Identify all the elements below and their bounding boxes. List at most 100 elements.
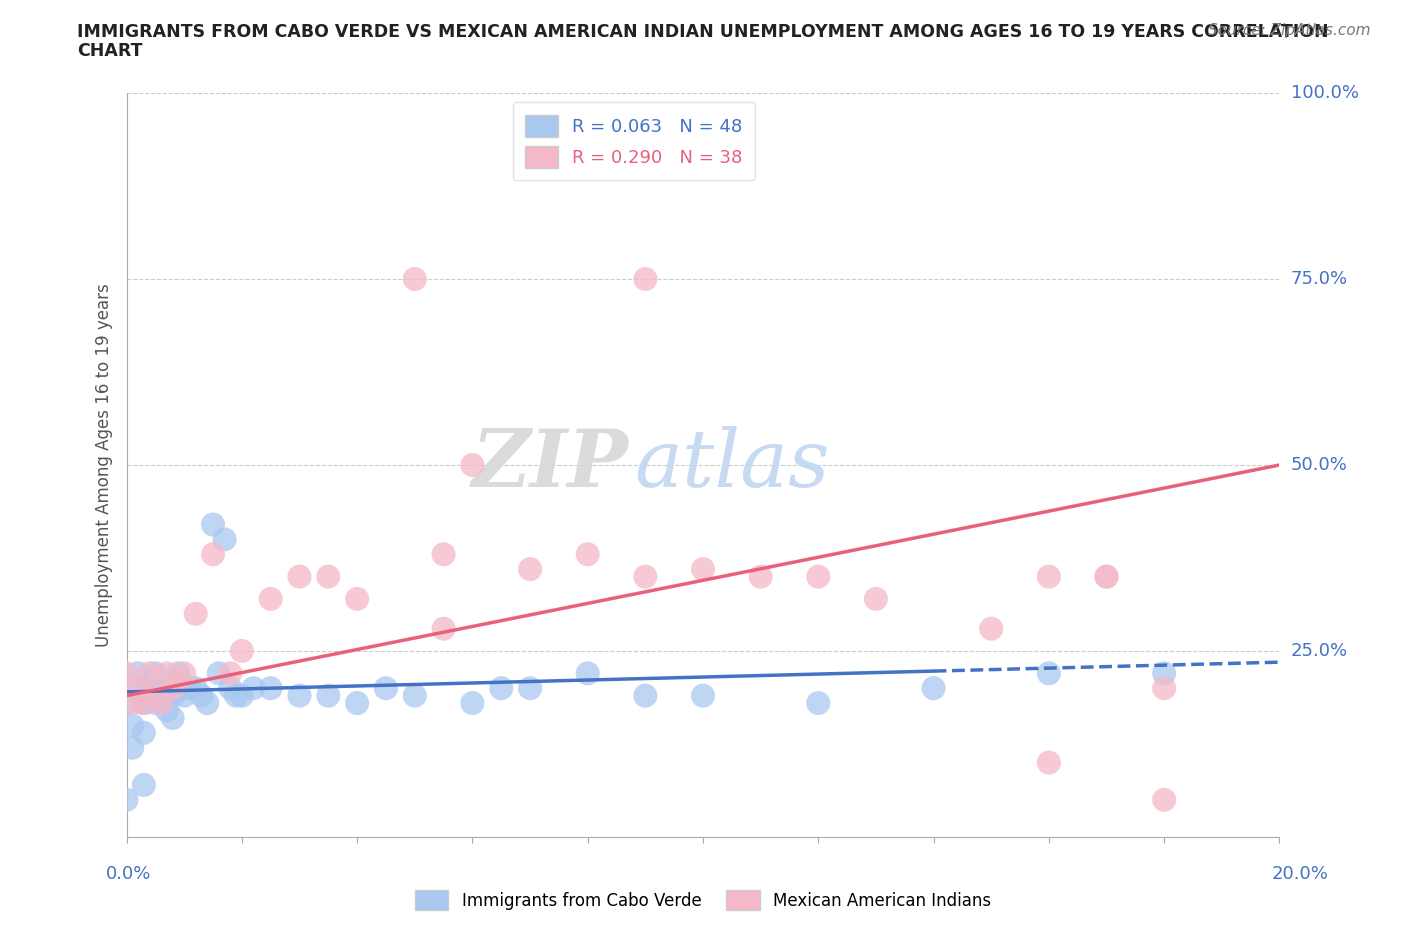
- Text: 20.0%: 20.0%: [1272, 865, 1329, 883]
- Legend: R = 0.063   N = 48, R = 0.290   N = 38: R = 0.063 N = 48, R = 0.290 N = 38: [513, 102, 755, 180]
- Text: IMMIGRANTS FROM CABO VERDE VS MEXICAN AMERICAN INDIAN UNEMPLOYMENT AMONG AGES 16: IMMIGRANTS FROM CABO VERDE VS MEXICAN AM…: [77, 23, 1329, 41]
- Point: [127, 681, 149, 696]
- Point: [346, 696, 368, 711]
- Point: [121, 696, 143, 711]
- Point: [692, 562, 714, 577]
- Point: [173, 666, 195, 681]
- Point: [1153, 666, 1175, 681]
- Point: [519, 681, 541, 696]
- Point: [127, 681, 149, 696]
- Point: [433, 547, 456, 562]
- Text: 100.0%: 100.0%: [1291, 84, 1358, 102]
- Point: [461, 458, 484, 472]
- Point: [121, 718, 143, 733]
- Point: [461, 696, 484, 711]
- Point: [576, 547, 599, 562]
- Text: Source: ZipAtlas.com: Source: ZipAtlas.com: [1208, 23, 1371, 38]
- Point: [115, 696, 138, 711]
- Text: ZIP: ZIP: [471, 426, 628, 504]
- Point: [519, 562, 541, 577]
- Point: [634, 569, 657, 584]
- Point: [634, 688, 657, 703]
- Text: 75.0%: 75.0%: [1291, 270, 1348, 288]
- Text: CHART: CHART: [77, 42, 143, 60]
- Point: [1153, 792, 1175, 807]
- Point: [167, 673, 190, 688]
- Point: [138, 666, 160, 681]
- Point: [156, 666, 179, 681]
- Point: [1038, 569, 1060, 584]
- Point: [173, 688, 195, 703]
- Point: [231, 644, 253, 658]
- Point: [346, 591, 368, 606]
- Point: [115, 666, 138, 681]
- Point: [1038, 755, 1060, 770]
- Text: 50.0%: 50.0%: [1291, 456, 1347, 474]
- Point: [980, 621, 1002, 636]
- Point: [259, 681, 281, 696]
- Point: [138, 688, 160, 703]
- Point: [190, 688, 212, 703]
- Point: [807, 696, 830, 711]
- Point: [404, 688, 426, 703]
- Point: [576, 666, 599, 681]
- Point: [121, 740, 143, 755]
- Point: [433, 621, 456, 636]
- Point: [922, 681, 945, 696]
- Point: [156, 703, 179, 718]
- Point: [259, 591, 281, 606]
- Point: [132, 696, 155, 711]
- Point: [167, 666, 190, 681]
- Point: [179, 681, 201, 696]
- Point: [145, 696, 166, 711]
- Point: [231, 688, 253, 703]
- Text: atlas: atlas: [634, 426, 830, 504]
- Point: [225, 688, 247, 703]
- Point: [195, 696, 218, 711]
- Point: [318, 688, 340, 703]
- Point: [1095, 569, 1118, 584]
- Point: [404, 272, 426, 286]
- Text: 0.0%: 0.0%: [105, 865, 150, 883]
- Point: [692, 688, 714, 703]
- Point: [219, 681, 242, 696]
- Point: [150, 696, 173, 711]
- Point: [374, 681, 398, 696]
- Point: [132, 696, 155, 711]
- Point: [150, 681, 173, 696]
- Legend: Immigrants from Cabo Verde, Mexican American Indians: Immigrants from Cabo Verde, Mexican Amer…: [408, 884, 998, 917]
- Point: [156, 688, 179, 703]
- Point: [145, 666, 166, 681]
- Point: [214, 532, 236, 547]
- Point: [202, 547, 225, 562]
- Point: [162, 711, 184, 725]
- Point: [242, 681, 264, 696]
- Point: [162, 688, 184, 703]
- Point: [202, 517, 225, 532]
- Y-axis label: Unemployment Among Ages 16 to 19 years: Unemployment Among Ages 16 to 19 years: [94, 283, 112, 647]
- Point: [288, 569, 311, 584]
- Point: [115, 792, 138, 807]
- Point: [138, 688, 160, 703]
- Point: [491, 681, 513, 696]
- Point: [132, 725, 155, 740]
- Point: [145, 688, 166, 703]
- Point: [184, 681, 207, 696]
- Point: [749, 569, 772, 584]
- Point: [1095, 569, 1118, 584]
- Point: [132, 777, 155, 792]
- Point: [288, 688, 311, 703]
- Point: [634, 272, 657, 286]
- Point: [1153, 681, 1175, 696]
- Point: [865, 591, 887, 606]
- Point: [318, 569, 340, 584]
- Point: [208, 666, 231, 681]
- Point: [219, 666, 242, 681]
- Point: [1038, 666, 1060, 681]
- Point: [184, 606, 207, 621]
- Point: [162, 681, 184, 696]
- Point: [173, 681, 195, 696]
- Point: [807, 569, 830, 584]
- Point: [127, 666, 149, 681]
- Text: 25.0%: 25.0%: [1291, 642, 1348, 660]
